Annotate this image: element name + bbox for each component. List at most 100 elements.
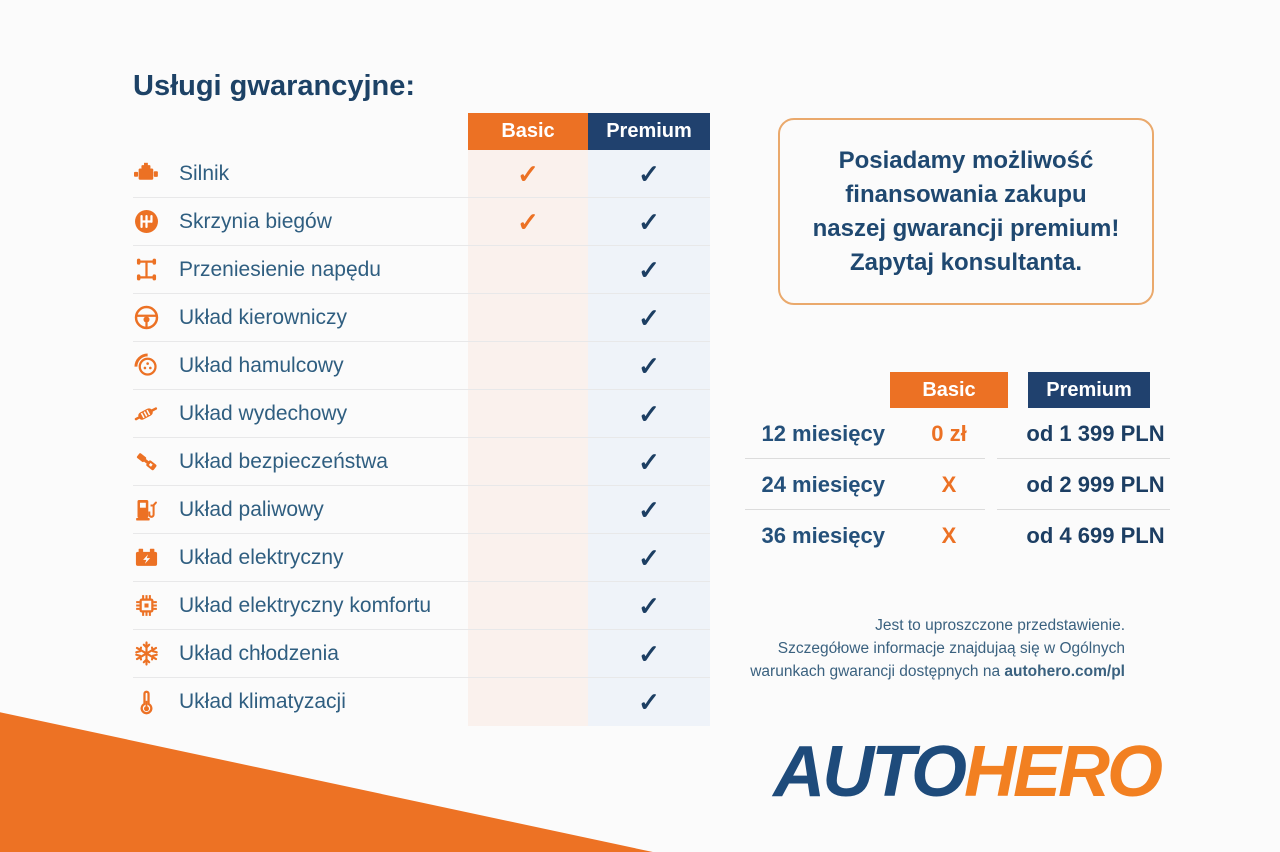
- premium-cell: ✓: [588, 534, 710, 581]
- basic-cell: [468, 438, 588, 485]
- table-row: Układ wydechowy ✓: [133, 390, 710, 438]
- premium-check-icon: ✓: [638, 350, 660, 381]
- table-row: Układ kierowniczy ✓: [133, 294, 710, 342]
- car-battery-icon: [133, 534, 179, 581]
- logo-auto-part: AUTO: [773, 732, 967, 812]
- snowflake-icon: [133, 630, 179, 677]
- pricing-premium-value: od 1 399 PLN: [1026, 420, 1165, 446]
- service-label: Silnik: [179, 161, 230, 185]
- exhaust-icon: [133, 390, 179, 437]
- pricing-row: 12 miesięcy 0 zł od 1 399 PLN: [745, 408, 1170, 459]
- table-row: Układ elektryczny komfortu ✓: [133, 582, 710, 630]
- premium-cell: ✓: [588, 486, 710, 533]
- basic-check-icon: ✓: [517, 206, 539, 237]
- table-row: Układ chłodzenia ✓: [133, 630, 710, 678]
- premium-check-icon: ✓: [638, 206, 660, 237]
- pricing-basic-value: X: [941, 471, 957, 497]
- seatbelt-icon: [133, 438, 179, 485]
- warranty-comparison-table: Basic Premium Silnik ✓ ✓ Skrzynia biegów…: [133, 113, 710, 726]
- disclaimer-line-3-text: warunkach gwarancji dostępnych na: [750, 663, 1005, 680]
- table-row: Układ bezpieczeństwa ✓: [133, 438, 710, 486]
- disclaimer-line-1: Jest to uproszczone przedstawienie.: [875, 617, 1125, 634]
- pricing-premium-value: od 4 699 PLN: [1026, 522, 1165, 548]
- table-row: Skrzynia biegów ✓ ✓: [133, 198, 710, 246]
- service-label: Układ elektryczny komfortu: [179, 593, 432, 617]
- disclaimer-line-3: warunkach gwarancji dostępnych na autohe…: [655, 660, 1125, 683]
- table-row: Układ elektryczny ✓: [133, 534, 710, 582]
- table-row: Przeniesienie napędu ✓: [133, 246, 710, 294]
- basic-cell: [468, 390, 588, 437]
- pricing-row: 24 miesięcy X od 2 999 PLN: [745, 459, 1170, 510]
- pricing-basic-value: 0 zł: [931, 420, 967, 446]
- promo-line: Zapytaj konsultanta.: [849, 248, 1083, 276]
- thermometer-icon: [133, 678, 179, 726]
- basic-price-badge: Basic: [890, 372, 1008, 408]
- pricing-table: Basic Premium 12 miesięcy 0 zł od 1 399 …: [745, 372, 1170, 561]
- pricing-period: 12 miesięcy: [761, 420, 885, 446]
- basic-cell: [468, 294, 588, 341]
- gearbox-icon: [133, 198, 179, 245]
- pricing-header-spacer: [745, 372, 890, 408]
- premium-cell: ✓: [588, 342, 710, 389]
- pricing-header: Basic Premium: [745, 372, 1170, 408]
- premium-cell: ✓: [588, 294, 710, 341]
- service-label: Układ bezpieczeństwa: [179, 449, 388, 473]
- comparison-body: Silnik ✓ ✓ Skrzynia biegów ✓ ✓ Przeniesi…: [133, 150, 710, 726]
- premium-check-icon: ✓: [638, 494, 660, 525]
- promo-line: Posiadamy możliwość: [838, 146, 1094, 174]
- page-title: Usługi gwarancyjne:: [133, 70, 416, 102]
- comparison-header: Basic Premium: [468, 113, 710, 150]
- premium-check-icon: ✓: [638, 542, 660, 573]
- disclaimer: Jest to uproszczone przedstawienie. Szcz…: [655, 614, 1125, 683]
- premium-check-icon: ✓: [638, 446, 660, 477]
- table-row: Układ klimatyzacji ✓: [133, 678, 710, 726]
- basic-cell: [468, 630, 588, 677]
- basic-cell: ✓: [468, 150, 588, 197]
- basic-cell: ✓: [468, 198, 588, 245]
- premium-cell: ✓: [588, 582, 710, 629]
- disclaimer-line-2: Szczegółowe informacje znajdujaą się w O…: [777, 640, 1125, 657]
- premium-check-icon: ✓: [638, 158, 660, 189]
- premium-check-icon: ✓: [638, 687, 660, 717]
- service-label: Układ klimatyzacji: [179, 690, 346, 713]
- premium-check-icon: ✓: [638, 590, 660, 621]
- engine-icon: [133, 150, 179, 197]
- premium-check-icon: ✓: [638, 254, 660, 285]
- table-row: Układ paliwowy ✓: [133, 486, 710, 534]
- service-label: Układ chłodzenia: [179, 641, 339, 665]
- basic-cell: [468, 678, 588, 726]
- logo-hero-part: HERO: [963, 732, 1163, 812]
- premium-cell: ✓: [588, 630, 710, 677]
- service-label: Układ elektryczny: [179, 545, 344, 569]
- basic-cell: [468, 246, 588, 293]
- service-label: Skrzynia biegów: [179, 209, 332, 233]
- autohero-logo: AUTOHERO: [773, 736, 1163, 808]
- premium-cell: ✓: [588, 438, 710, 485]
- premium-cell: ✓: [588, 390, 710, 437]
- brake-disc-icon: [133, 342, 179, 389]
- table-row: Silnik ✓ ✓: [133, 150, 710, 198]
- service-label: Układ hamulcowy: [179, 353, 344, 377]
- disclaimer-website-link: autohero.com/pl: [1004, 663, 1125, 680]
- drivetrain-icon: [133, 246, 179, 293]
- promo-line: naszej gwarancji premium!: [812, 214, 1120, 242]
- premium-check-icon: ✓: [638, 302, 660, 333]
- premium-cell: ✓: [588, 246, 710, 293]
- service-label: Układ kierowniczy: [179, 305, 348, 329]
- pricing-basic-value: X: [941, 522, 957, 548]
- basic-cell: [468, 582, 588, 629]
- premium-check-icon: ✓: [638, 398, 660, 429]
- pricing-body: 12 miesięcy 0 zł od 1 399 PLN 24 miesięc…: [745, 408, 1170, 561]
- basic-cell: [468, 342, 588, 389]
- service-label: Układ paliwowy: [179, 497, 324, 521]
- table-row: Układ hamulcowy ✓: [133, 342, 710, 390]
- promo-line: finansowania zakupu: [845, 180, 1087, 208]
- basic-cell: [468, 486, 588, 533]
- pricing-row: 36 miesięcy X od 4 699 PLN: [745, 510, 1170, 561]
- service-label: Układ wydechowy: [179, 401, 348, 425]
- fuel-pump-icon: [133, 486, 179, 533]
- premium-cell: ✓: [588, 150, 710, 197]
- basic-cell: [468, 534, 588, 581]
- basic-column-header: Basic: [468, 113, 588, 150]
